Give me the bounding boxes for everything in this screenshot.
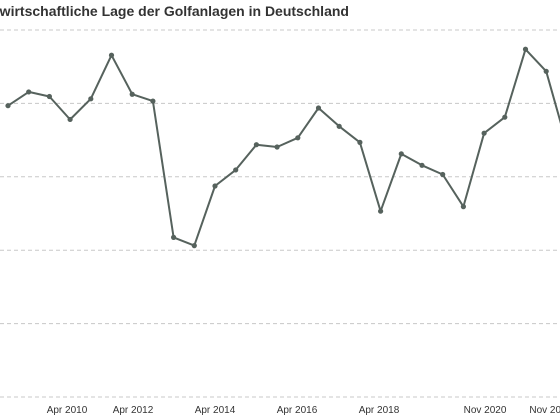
- data-points: [5, 46, 549, 249]
- x-axis-ticks: Apr 2010 Apr 2012 Apr 2014 Apr 2016 Apr 2018…: [47, 405, 560, 416]
- data-point[interactable]: [88, 96, 94, 102]
- data-point[interactable]: [26, 89, 32, 95]
- x-tick-label: Apr 2014: [195, 405, 236, 416]
- data-point[interactable]: [274, 144, 280, 150]
- data-point[interactable]: [543, 68, 549, 74]
- x-tick-label: Apr 2012: [113, 405, 154, 416]
- data-point[interactable]: [481, 130, 487, 136]
- data-point[interactable]: [398, 151, 404, 157]
- data-point[interactable]: [108, 52, 115, 58]
- data-point[interactable]: [295, 135, 301, 141]
- x-tick-label: Apr 2016: [277, 405, 318, 416]
- x-tick-label: Apr 2010: [47, 405, 88, 416]
- data-point[interactable]: [150, 98, 156, 104]
- data-point[interactable]: [191, 243, 197, 249]
- data-point[interactable]: [440, 171, 446, 178]
- data-point[interactable]: [336, 123, 342, 129]
- series-line: [7, 48, 560, 247]
- x-tick-label: Nov 2020: [464, 405, 507, 416]
- series-line-path: [7, 48, 560, 247]
- x-tick-label: Nov 202: [529, 405, 560, 416]
- data-point[interactable]: [419, 162, 425, 168]
- data-point[interactable]: [315, 105, 322, 111]
- grid-lines: [0, 29, 560, 398]
- data-point[interactable]: [5, 103, 11, 109]
- data-point[interactable]: [522, 46, 529, 52]
- data-point[interactable]: [212, 183, 218, 189]
- data-point[interactable]: [233, 167, 239, 173]
- data-point[interactable]: [460, 204, 466, 210]
- data-point[interactable]: [253, 142, 259, 148]
- data-point[interactable]: [129, 91, 135, 97]
- data-point[interactable]: [67, 116, 73, 123]
- data-point[interactable]: [171, 234, 177, 240]
- data-point[interactable]: [357, 139, 363, 145]
- data-point[interactable]: [378, 208, 384, 214]
- x-tick-label: Apr 2018: [359, 405, 400, 416]
- chart-title: e wirtschaftliche Lage der Golfanlagen i…: [0, 3, 349, 19]
- data-point[interactable]: [502, 114, 508, 120]
- data-point[interactable]: [46, 93, 53, 100]
